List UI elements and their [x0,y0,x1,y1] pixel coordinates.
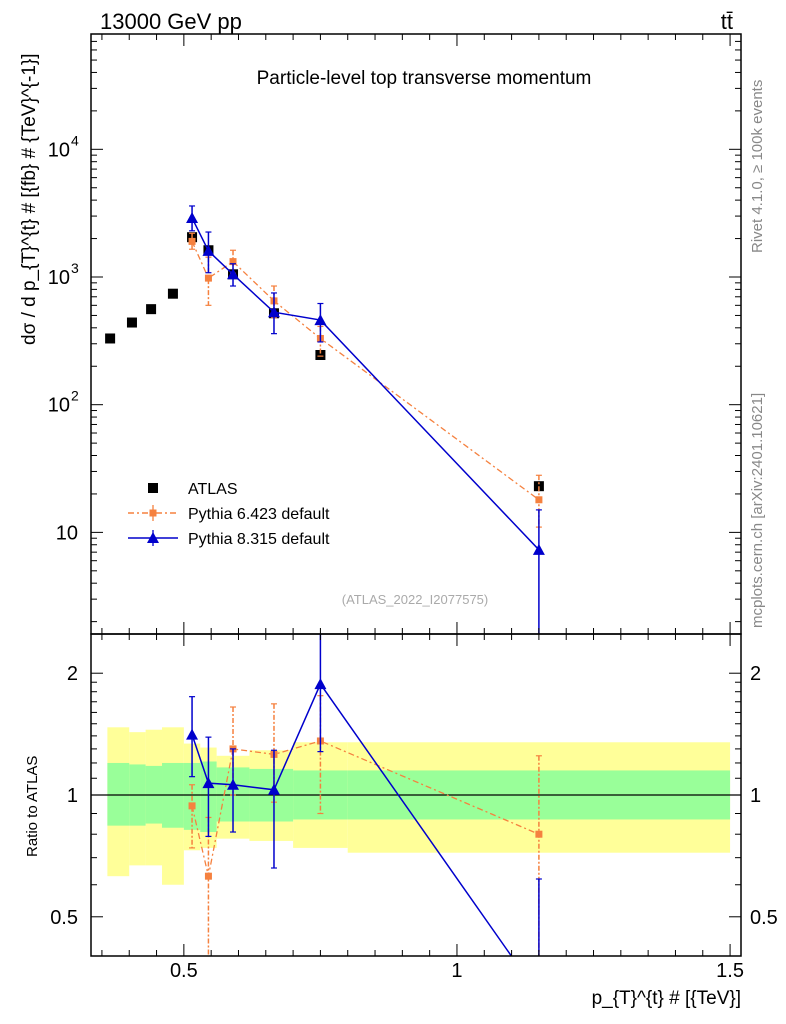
ratio-pythia8-marker [186,728,199,740]
uncertainty-band-inner [107,762,130,826]
y-tick-label: 10 [48,139,70,161]
main-plot-area [105,205,545,634]
legend-label: Pythia 8.315 default [188,531,330,548]
legend-marker [148,483,158,493]
ratio-x-tick-label: 1 [451,960,462,982]
ratio-pythia6-marker [188,802,196,810]
pythia8-marker [532,543,545,555]
header-left: 13000 GeV pp [100,9,242,34]
ratio-y-tick-label: 2 [67,663,78,685]
y-tick-label-exponent: 4 [71,132,79,148]
ratio-pythia8-line [191,682,513,956]
y-tick-label-exponent: 2 [71,388,79,404]
watermark: (ATLAS_2022_I2077575) [342,592,488,607]
pythia6-marker [188,237,196,245]
pythia8-marker [186,211,199,223]
pythia6-line [191,241,540,501]
ratio-xlabel: p_{T}^{t} # [{TeV}] [592,988,741,1009]
ratio-y-tick-label-right: 2 [750,663,761,685]
ratio-y-tick-label: 1 [67,785,78,807]
ratio-clipped [91,634,741,956]
mcplots-label: mcplots.cern.ch [arXiv:2401.10621] [749,393,766,628]
ratio-x-tick-label: 1.5 [716,960,744,982]
atlas-data-marker [167,288,178,299]
header-right: tt̄ [721,9,733,34]
ratio-pythia8-marker [267,783,280,795]
main-panel: Particle-level top transverse momentum (… [19,33,742,635]
pythia8-marker [202,244,215,256]
pythia6-marker [229,258,237,266]
ratio-y-tick-label: 0.5 [50,907,78,929]
atlas-data-marker [146,304,157,315]
ratio-plot-area [91,634,741,956]
atlas-data-marker [126,317,137,328]
legend-label: ATLAS [188,481,238,498]
ratio-pythia6-line [191,740,540,877]
pythia8-marker [227,268,240,280]
pythia8-line [191,217,540,551]
y-tick-label: 10 [48,267,70,289]
pythia8-marker [314,314,327,326]
pythia6-marker [535,496,543,504]
ratio-panel: Ratio to ATLAS p_{T}^{t} # [{TeV}] 0.5 0.… [24,633,778,1009]
y-tick-label: 10 [56,522,78,544]
main-ylabel: dσ / d p_{T}^{t} # [{fb} # {TeV}^{-1}] [19,53,40,345]
legend-marker [149,509,157,517]
ratio-pythia8-marker [227,778,240,790]
legend-label: Pythia 6.423 default [188,506,330,523]
ratio-x-tick-label: 0.5 [170,960,198,982]
ratio-pythia8-marker [202,777,215,789]
ratio-pythia6-marker [204,872,212,880]
ratio-ylabel: Ratio to ATLAS [24,756,41,857]
ratio-pythia6-marker [535,830,543,838]
y-tick-label: 10 [48,395,70,417]
pythia8-marker [267,306,280,318]
ratio-y-tick-label-right: 1 [750,785,761,807]
rivet-label: Rivet 4.1.0, ≥ 100k events [749,80,766,253]
y-tick-label-exponent: 3 [71,260,79,276]
atlas-data-marker [105,333,116,344]
main-title: Particle-level top transverse momentum [257,68,592,89]
ratio-y-tick-label-right: 0.5 [750,907,778,929]
legend: ATLAS Pythia 6.423 default Pythia 8.315 de… [128,481,330,548]
ratio-pythia8-marker [314,678,327,690]
atlas-data-marker [315,349,326,360]
pythia6-marker [204,274,212,282]
legend-marker [147,532,159,543]
atlas-data-marker [533,481,544,492]
